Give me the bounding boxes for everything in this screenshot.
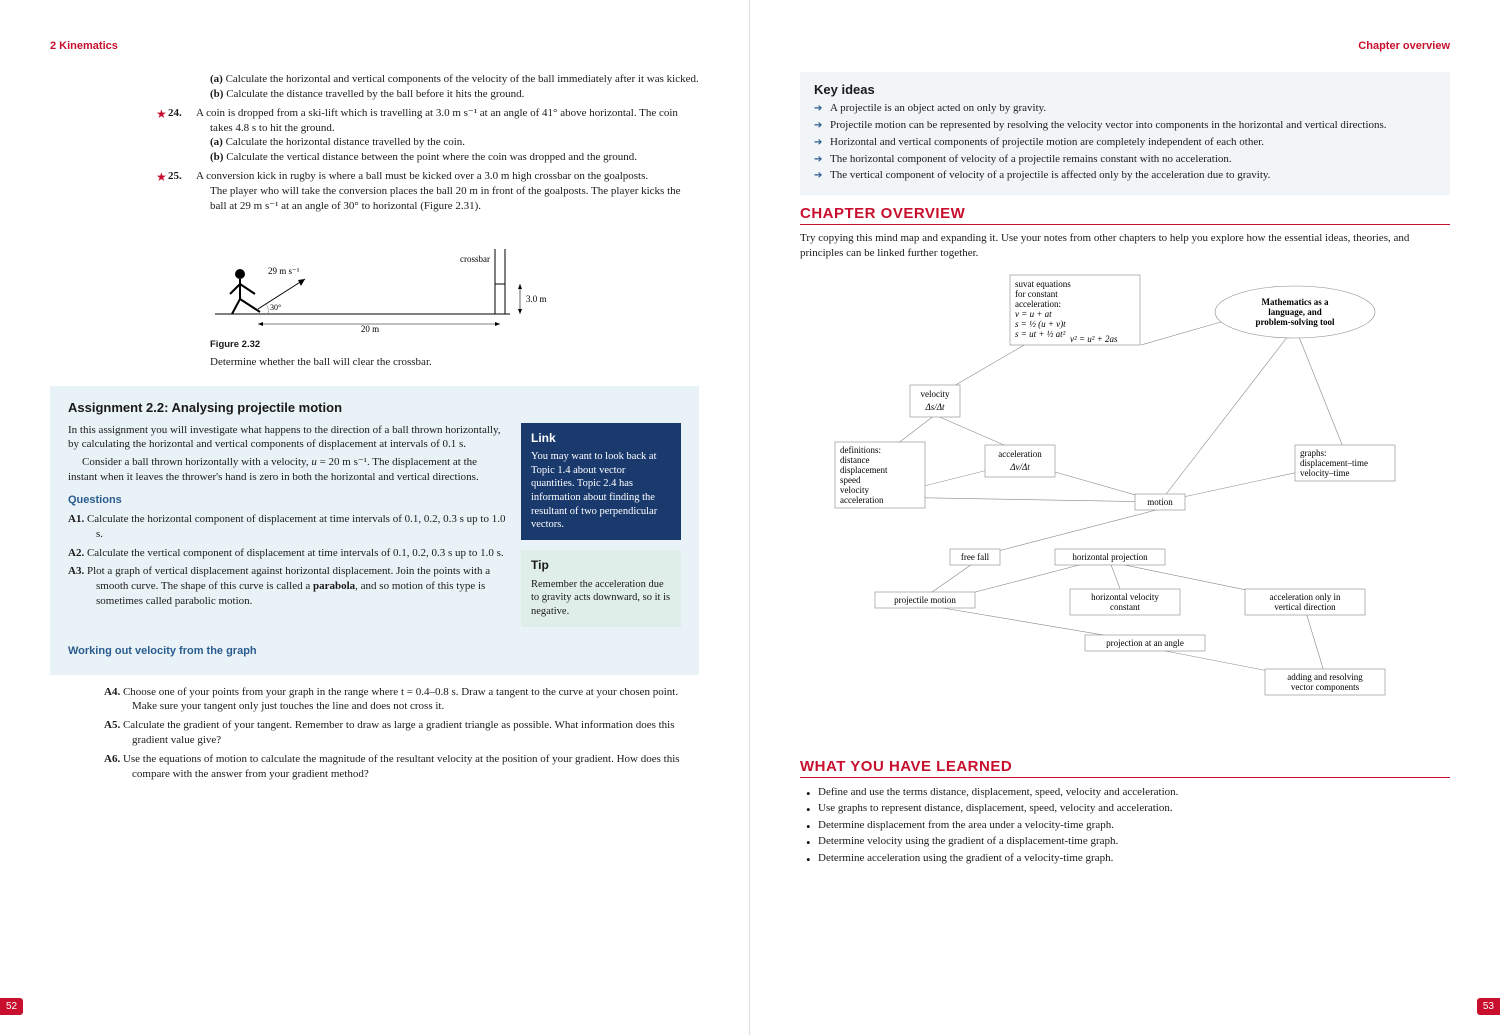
running-head-right: Chapter overview: [1358, 40, 1450, 52]
svg-text:constant: constant: [1110, 602, 1140, 612]
q-a1: A1. Calculate the horizontal component o…: [68, 512, 507, 542]
svg-text:acceleration: acceleration: [998, 449, 1042, 459]
fig-crossbar: crossbar: [460, 254, 490, 264]
svg-text:horizontal velocity: horizontal velocity: [1091, 592, 1159, 602]
svg-text:acceleration: acceleration: [840, 495, 884, 505]
tip-card: Tip Remember the acceleration due to gra…: [521, 550, 681, 627]
q-prev-b-text: Calculate the distance travelled by the …: [223, 88, 524, 100]
svg-text:velocity: velocity: [840, 485, 869, 495]
working-head: Working out velocity from the graph: [68, 645, 681, 657]
q24-a-text: Calculate the horizontal distance travel…: [223, 136, 465, 148]
svg-text:graphs:: graphs:: [1300, 448, 1327, 458]
q24-text: A coin is dropped from a ski-lift which …: [196, 107, 678, 134]
q25: ★ 25.A conversion kick in rugby is where…: [210, 169, 699, 214]
learned-1: Define and use the terms distance, displ…: [800, 784, 1450, 801]
assignment-box: Assignment 2.2: Analysing projectile mot…: [50, 386, 699, 675]
svg-text:vector components: vector components: [1291, 682, 1360, 692]
questions-head: Questions: [68, 493, 507, 508]
q-a5: A5. Calculate the gradient of your tange…: [50, 718, 699, 748]
svg-text:Mathematics as a: Mathematics as a: [1262, 297, 1329, 307]
svg-text:displacement: displacement: [840, 465, 888, 475]
svg-text:projection at an angle: projection at an angle: [1106, 638, 1184, 648]
label-a: (a): [210, 73, 223, 85]
fig-angle: 30°: [270, 303, 281, 312]
q24: ★ 24.A coin is dropped from a ski-lift w…: [210, 106, 699, 165]
svg-text:Δs/Δt: Δs/Δt: [924, 402, 945, 412]
svg-text:free fall: free fall: [961, 552, 990, 562]
svg-text:definitions:: definitions:: [840, 445, 881, 455]
chapter-overview-desc: Try copying this mind map and expanding …: [800, 231, 1450, 261]
q-prev-a-text: Calculate the horizontal and vertical co…: [223, 73, 699, 85]
key-idea-1: A projectile is an object acted on only …: [814, 101, 1436, 116]
svg-text:horizontal projection: horizontal projection: [1072, 552, 1148, 562]
q25-text: A conversion kick in rugby is where a ba…: [196, 170, 648, 182]
assign-p1: In this assignment you will investigate …: [68, 423, 507, 453]
svg-text:s = ut + ½ at²: s = ut + ½ at²: [1015, 329, 1066, 339]
q24-b-label: (b): [210, 151, 223, 163]
svg-text:acceleration only in: acceleration only in: [1270, 592, 1341, 602]
learned-5: Determine acceleration using the gradien…: [800, 850, 1450, 867]
svg-text:motion: motion: [1147, 497, 1173, 507]
q-prev-a: (a) Calculate the horizontal and vertica…: [210, 72, 699, 102]
svg-text:adding and resolving: adding and resolving: [1287, 672, 1363, 682]
q24-num: 24.: [168, 106, 196, 121]
running-head-left: 2 Kinematics: [50, 40, 118, 52]
svg-text:v = u + at: v = u + at: [1015, 309, 1052, 319]
svg-text:s = ½ (u + v)t: s = ½ (u + v)t: [1015, 319, 1066, 329]
link-head: Link: [531, 431, 671, 447]
key-idea-2: Projectile motion can be represented by …: [814, 118, 1436, 133]
svg-text:speed: speed: [840, 475, 861, 485]
figure-2-32: 29 m s⁻¹ 30° 20 m crossbar: [210, 224, 590, 350]
star-icon: ★: [156, 106, 167, 122]
svg-text:language, and: language, and: [1268, 307, 1322, 317]
what-learned-head: WHAT YOU HAVE LEARNED: [800, 758, 1450, 778]
chapter-overview-head: CHAPTER OVERVIEW: [800, 205, 1450, 225]
svg-text:Δv/Δt: Δv/Δt: [1009, 462, 1030, 472]
svg-text:distance: distance: [840, 455, 870, 465]
q25-determine: Determine whether the ball will clear th…: [210, 356, 699, 368]
fig-velocity: 29 m s⁻¹: [268, 266, 300, 276]
svg-text:problem-solving tool: problem-solving tool: [1255, 317, 1335, 327]
svg-text:projectile motion: projectile motion: [894, 595, 956, 605]
page-number-right: 53: [1477, 998, 1500, 1015]
q-a2: A2. Calculate the vertical component of …: [68, 546, 507, 561]
svg-text:velocity: velocity: [921, 389, 950, 399]
fig-width: 20 m: [361, 324, 379, 334]
svg-text:suvat equations: suvat equations: [1015, 279, 1071, 289]
q-a4: A4. Choose one of your points from your …: [50, 685, 699, 715]
tip-head: Tip: [531, 558, 671, 574]
figure-caption: Figure 2.32: [210, 339, 590, 350]
label-b: (b): [210, 88, 223, 100]
q24-b-text: Calculate the vertical distance between …: [223, 151, 637, 163]
star-icon: ★: [156, 169, 167, 185]
learned-3: Determine displacement from the area und…: [800, 817, 1450, 834]
learned-4: Determine velocity using the gradient of…: [800, 833, 1450, 850]
q25-num: 25.: [168, 169, 196, 184]
q25-text2: The player who will take the conversion …: [210, 184, 699, 214]
learned-2: Use graphs to represent distance, displa…: [800, 800, 1450, 817]
svg-text:displacement–time: displacement–time: [1300, 458, 1368, 468]
key-idea-3: Horizontal and vertical components of pr…: [814, 135, 1436, 150]
tip-body: Remember the acceleration due to gravity…: [531, 578, 671, 619]
q-a3: A3. Plot a graph of vertical displacemen…: [68, 564, 507, 609]
key-idea-4: The horizontal component of velocity of …: [814, 152, 1436, 167]
svg-text:acceleration:: acceleration:: [1015, 299, 1061, 309]
svg-text:velocity–time: velocity–time: [1300, 468, 1350, 478]
assign-p2: Consider a ball thrown horizontally with…: [68, 455, 507, 485]
key-idea-5: The vertical component of velocity of a …: [814, 168, 1436, 183]
svg-text:for constant: for constant: [1015, 289, 1058, 299]
svg-text:vertical direction: vertical direction: [1274, 602, 1336, 612]
q24-a-label: (a): [210, 136, 223, 148]
fig-height: 3.0 m: [526, 294, 547, 304]
assignment-title: Assignment 2.2: Analysing projectile mot…: [68, 400, 681, 415]
mind-map: suvat equations for constant acceleratio…: [800, 267, 1450, 747]
svg-text:v² = u² + 2as: v² = u² + 2as: [1070, 334, 1118, 344]
page-number-left: 52: [0, 998, 23, 1015]
key-ideas-head: Key ideas: [814, 82, 1436, 97]
key-ideas-box: Key ideas A projectile is an object acte…: [800, 72, 1450, 195]
q-a6: A6. Use the equations of motion to calcu…: [50, 752, 699, 782]
link-card: Link You may want to look back at Topic …: [521, 423, 681, 540]
link-body: You may want to look back at Topic 1.4 a…: [531, 450, 671, 532]
